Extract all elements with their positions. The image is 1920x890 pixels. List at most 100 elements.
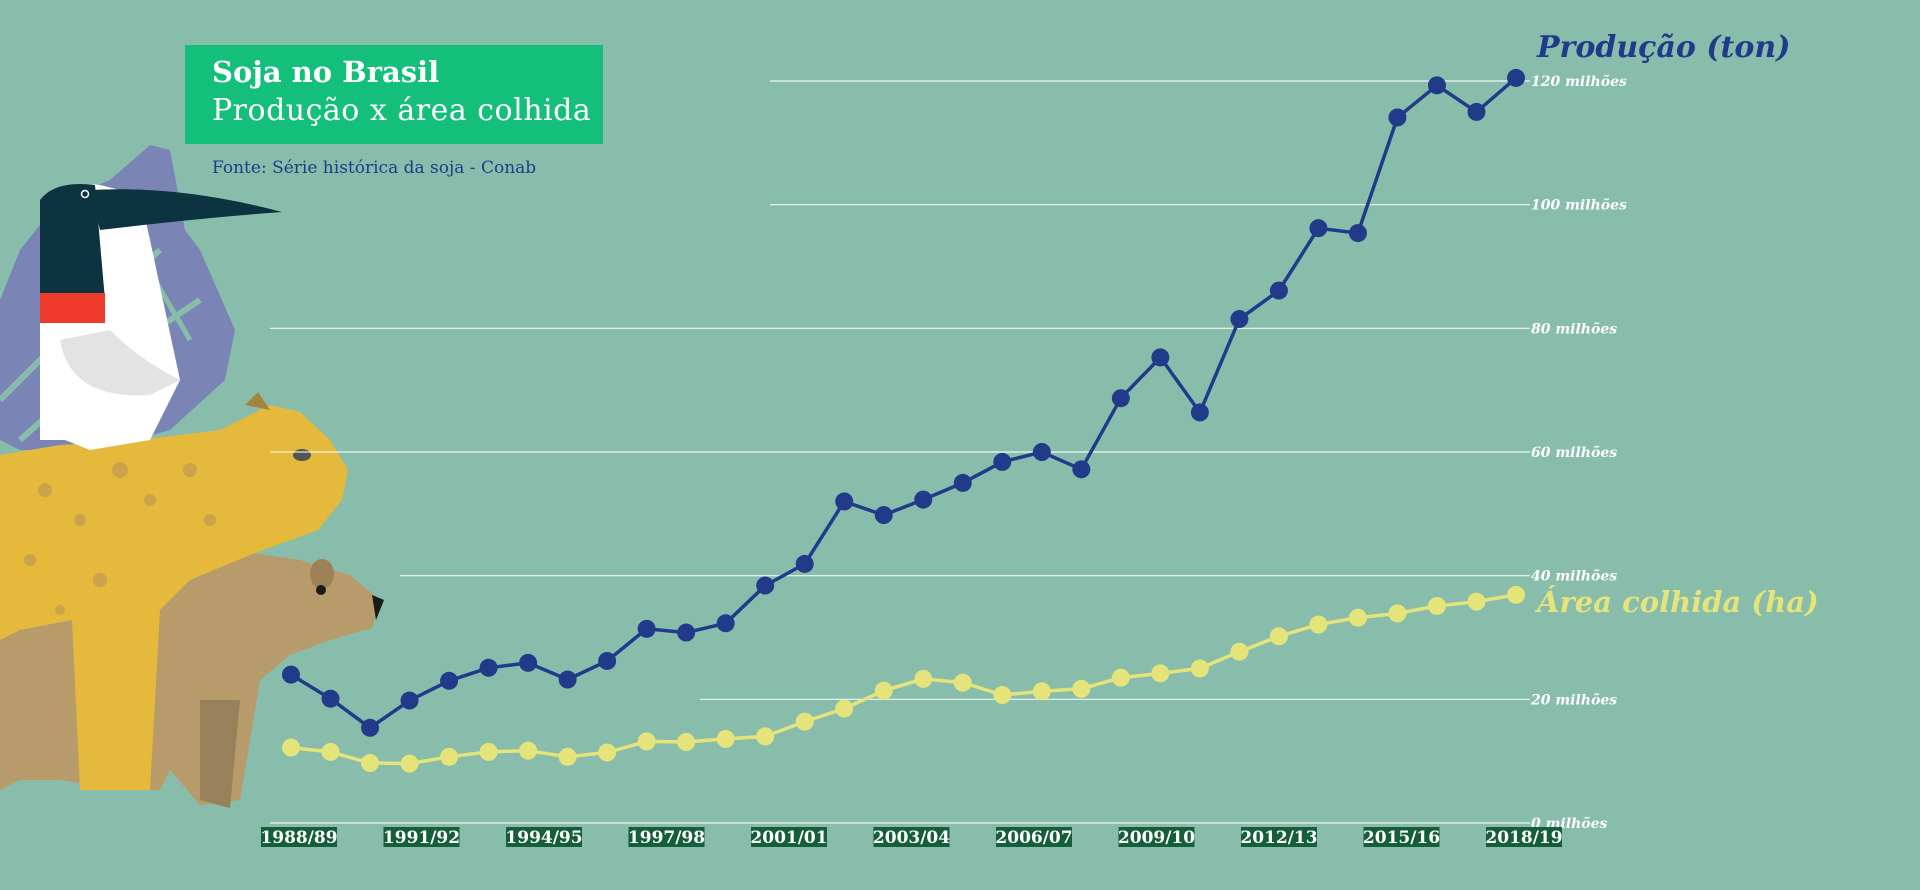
- x-tick-highlight: [996, 827, 1072, 847]
- x-tick-highlight: [1118, 827, 1195, 847]
- illustration: [0, 145, 384, 808]
- data-point: [1072, 460, 1091, 479]
- x-tick-highlight: [261, 827, 337, 847]
- x-tick-highlight: [1486, 827, 1562, 847]
- data-point: [1467, 102, 1486, 121]
- y-tick-label: 40 milhões: [1531, 568, 1617, 585]
- x-tick-label: 2003/04: [873, 828, 950, 848]
- x-tick-highlight: [383, 827, 460, 847]
- data-point: [361, 754, 380, 773]
- data-point: [1151, 348, 1170, 367]
- data-point: [914, 669, 933, 688]
- data-point: [1269, 281, 1288, 300]
- data-point: [558, 670, 577, 689]
- data-point: [1230, 642, 1249, 661]
- data-point: [835, 699, 854, 718]
- data-point: [1269, 627, 1288, 646]
- data-point: [716, 729, 735, 748]
- data-point: [1348, 608, 1367, 627]
- data-point: [795, 554, 814, 573]
- data-point: [953, 673, 972, 692]
- chart-subtitle: Produção x área colhida: [212, 93, 592, 128]
- series-label-production: Produção (ton): [1536, 30, 1790, 65]
- data-point: [479, 742, 498, 761]
- data-point: [361, 718, 380, 737]
- x-tick-label: 2006/07: [995, 828, 1072, 848]
- data-point: [914, 490, 933, 509]
- toucan-icon: [40, 184, 282, 450]
- data-point: [400, 754, 419, 773]
- y-tick-label: 80 milhões: [1531, 320, 1617, 337]
- data-point: [1190, 403, 1209, 422]
- x-tick-label: 1988/89: [260, 828, 337, 848]
- data-point: [1190, 659, 1209, 678]
- data-point: [1427, 76, 1446, 95]
- data-point: [440, 747, 459, 766]
- data-point: [835, 492, 854, 511]
- data-point: [321, 742, 340, 761]
- y-tick-label: 100 milhões: [1531, 197, 1627, 214]
- data-point: [1111, 389, 1130, 408]
- series-label-area: Área colhida (ha): [1534, 584, 1819, 619]
- data-point: [756, 727, 775, 746]
- data-point: [993, 686, 1012, 705]
- x-tick-highlight: [873, 827, 950, 847]
- data-point: [400, 691, 419, 710]
- data-point: [1309, 615, 1328, 634]
- data-point: [1388, 108, 1407, 127]
- data-point: [1072, 679, 1091, 698]
- data-point: [1507, 585, 1525, 604]
- x-tick-label: 1994/95: [505, 828, 582, 848]
- x-tick-label: 1997/98: [628, 828, 705, 848]
- data-point: [1427, 596, 1446, 615]
- y-tick-label: 120 milhões: [1531, 73, 1627, 90]
- data-point: [1309, 219, 1328, 238]
- data-point: [282, 665, 300, 684]
- x-tick-label: 2001/01: [750, 828, 827, 848]
- x-tick-label: 2012/13: [1240, 828, 1317, 848]
- data-point: [1151, 664, 1170, 683]
- data-point: [1032, 443, 1051, 461]
- y-tick-label: 20 milhões: [1530, 691, 1617, 708]
- data-point: [953, 473, 972, 492]
- series-line: [290, 593, 1517, 766]
- data-point: [479, 658, 498, 677]
- data-point: [1032, 682, 1051, 701]
- data-point: [1467, 592, 1486, 611]
- series-layer: [282, 68, 1525, 773]
- x-tick-highlight: [628, 827, 705, 847]
- title-box: Soja no Brasil Produção x área colhida: [185, 45, 603, 144]
- x-tick-label: 2018/19: [1485, 828, 1562, 848]
- data-point: [716, 614, 735, 633]
- data-point: [677, 623, 696, 642]
- series-labels: Produção (ton) Área colhida (ha): [1534, 30, 1819, 619]
- data-point: [598, 743, 617, 762]
- data-point: [519, 653, 538, 672]
- x-tick-highlight: [751, 827, 827, 847]
- x-tick-label: 1991/92: [383, 828, 460, 848]
- data-point: [1388, 604, 1407, 623]
- gridlines: [270, 80, 1530, 824]
- data-point: [756, 576, 775, 595]
- data-point: [993, 452, 1012, 471]
- data-point: [1230, 310, 1249, 329]
- data-point: [874, 681, 893, 700]
- x-tick-highlight: [506, 827, 582, 847]
- data-point: [637, 619, 656, 638]
- data-point: [598, 651, 617, 670]
- data-point: [637, 732, 656, 751]
- x-tick-highlight: [1241, 827, 1317, 847]
- x-axis-labels: 1988/89 1991/92 1994/95 1997/98 2001/01 2003/…: [260, 827, 1563, 848]
- data-point: [282, 738, 300, 757]
- x-tick-label: 2015/16: [1363, 828, 1440, 848]
- data-point: [558, 747, 577, 766]
- data-point: [1348, 224, 1367, 243]
- source-note: Fonte: Série histórica da soja - Conab: [212, 158, 537, 178]
- data-point: [795, 712, 814, 731]
- data-point: [321, 689, 340, 708]
- data-point: [1507, 68, 1525, 87]
- chart-title: Soja no Brasil: [212, 55, 440, 89]
- y-tick-label: 60 milhões: [1531, 444, 1617, 461]
